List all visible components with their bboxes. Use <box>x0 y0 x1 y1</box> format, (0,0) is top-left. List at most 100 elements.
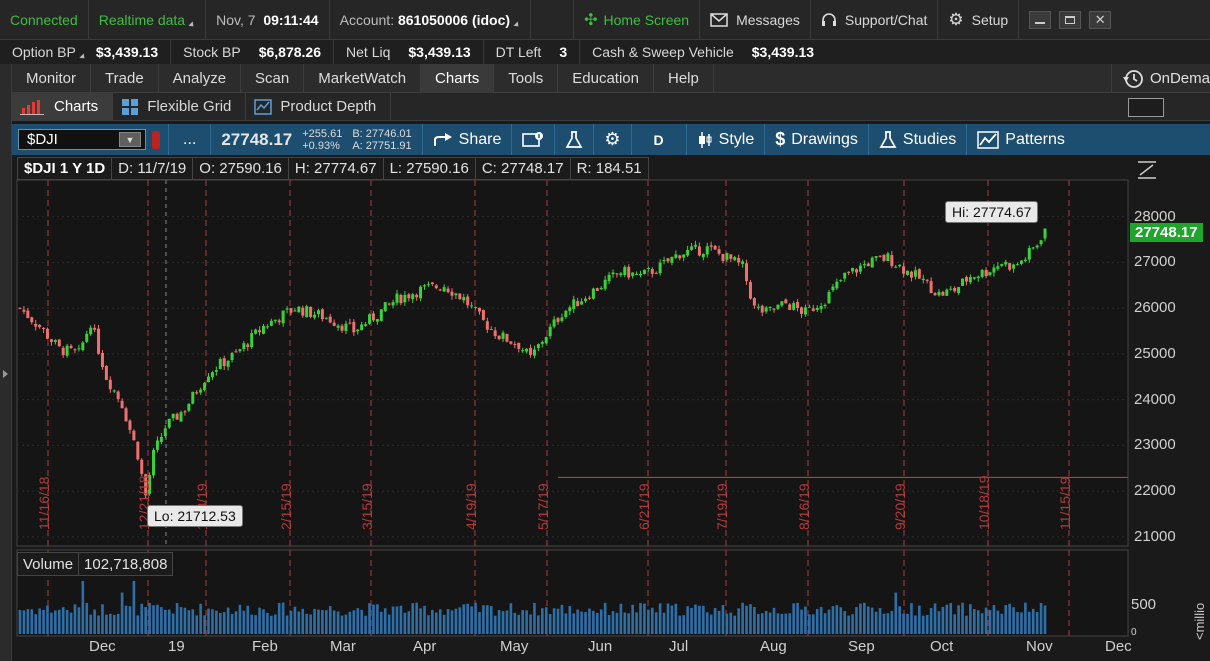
volume-bar <box>686 606 689 634</box>
patterns-button[interactable]: Patterns <box>967 124 1075 155</box>
studies-button[interactable]: Studies <box>869 124 968 155</box>
candle-body <box>548 326 552 337</box>
volume-bar <box>171 613 175 634</box>
net-change: +255.61 +0.93% <box>302 128 342 152</box>
close-icon[interactable]: ✕ <box>1089 10 1112 29</box>
tab-tools[interactable]: Tools <box>494 63 559 93</box>
home-screen-button[interactable]: ✣ Home Screen <box>573 0 701 40</box>
data-mode[interactable]: Realtime data <box>89 0 207 40</box>
candle-body <box>1008 263 1012 270</box>
volume-bar <box>902 613 905 634</box>
subtab-charts[interactable]: Charts <box>12 92 114 121</box>
volume-bar <box>156 604 159 634</box>
maximize-icon[interactable] <box>1059 10 1082 29</box>
info-button[interactable] <box>512 124 556 155</box>
support-chat-button[interactable]: Support/Chat <box>811 0 939 40</box>
volume-bar <box>450 610 454 634</box>
candle-body <box>886 253 890 262</box>
chart-settings-button[interactable]: ⚙ <box>594 124 632 155</box>
candle-body <box>866 263 870 267</box>
candle-body <box>811 308 815 311</box>
tab-analyze[interactable]: Analyze <box>159 63 242 93</box>
volume-bar <box>556 608 560 634</box>
volume-bar <box>906 613 909 634</box>
tab-charts[interactable]: Charts <box>421 63 495 93</box>
volume-bar <box>698 605 701 634</box>
last-price-badge: 27748.17 <box>1130 223 1203 242</box>
layout-selector[interactable] <box>1128 98 1164 117</box>
candle-body <box>631 272 635 276</box>
messages-button[interactable]: Messages <box>700 0 811 40</box>
volume-bar <box>843 611 847 634</box>
info-close: C: 27748.17 <box>476 158 571 179</box>
volume-bar <box>101 604 104 634</box>
symbol-dropdown-icon[interactable]: ▼ <box>119 132 141 147</box>
candle-body <box>258 330 262 333</box>
share-button[interactable]: Share <box>423 124 513 155</box>
tab-monitor[interactable]: Monitor <box>12 63 92 93</box>
subtab-product-depth[interactable]: Product Depth <box>246 92 392 121</box>
option-bp-label: Option BP <box>12 44 76 60</box>
volume-bar <box>607 614 611 634</box>
tab-scan[interactable]: Scan <box>241 63 305 93</box>
volume-bar <box>124 605 128 634</box>
change-pct: +0.93% <box>302 139 340 152</box>
candle-body <box>902 266 906 274</box>
symbol-link-icon[interactable] <box>152 130 160 149</box>
expiration-date-label: 11/16/18 <box>36 476 52 530</box>
volume-bar <box>1024 602 1027 634</box>
flask-button[interactable] <box>555 124 595 155</box>
volume-bar <box>22 610 26 634</box>
candle-body <box>874 256 878 258</box>
y-tick-label: 25000 <box>1134 344 1176 362</box>
autoscale-icon[interactable] <box>1136 160 1158 180</box>
ondemand-button[interactable]: OnDema <box>1110 64 1210 93</box>
minimize-icon[interactable] <box>1029 10 1052 29</box>
volume-bar <box>595 612 599 634</box>
volume-label[interactable]: Volume <box>18 553 80 575</box>
volume-bar <box>160 607 163 634</box>
tab-education[interactable]: Education <box>558 63 654 93</box>
candle-body <box>603 279 607 289</box>
account-selector[interactable]: Account: 861050006 (idoc) <box>330 0 532 40</box>
x-month-label: Mar <box>330 638 356 655</box>
subtab-flexible-grid[interactable]: Flexible Grid <box>113 92 247 121</box>
candle-body <box>898 264 902 267</box>
volume-bar <box>580 611 583 634</box>
x-month-label: Sep <box>848 638 875 655</box>
candle-body <box>748 282 752 299</box>
setup-button[interactable]: ⚙ Setup <box>938 0 1020 40</box>
candle-body <box>454 293 458 296</box>
candle-body <box>26 310 30 318</box>
more-button[interactable]: ... <box>168 124 212 155</box>
volume-axis-tick: 500 <box>1131 596 1157 613</box>
change-value: +255.61 <box>302 127 343 140</box>
drawings-button[interactable]: $ Drawings <box>765 124 869 155</box>
candle-body <box>509 341 513 344</box>
aggregation-button[interactable]: D <box>632 124 687 155</box>
volume-bar <box>497 610 501 634</box>
tab-trade[interactable]: Trade <box>91 63 159 93</box>
candle-body <box>1035 245 1039 248</box>
volume-bar <box>1012 607 1015 634</box>
left-collapse-rail[interactable] <box>0 64 12 661</box>
candle-body <box>281 310 285 324</box>
volume-bar <box>454 608 458 634</box>
envelope-icon <box>710 12 728 27</box>
chart-title[interactable]: $DJI 1 Y 1D <box>18 158 113 179</box>
candle-body <box>403 294 407 303</box>
expand-arrow-icon[interactable] <box>3 370 8 378</box>
symbol-input[interactable]: $DJI ▼ <box>18 129 146 150</box>
tab-help[interactable]: Help <box>654 63 714 93</box>
volume-bar <box>945 604 949 634</box>
candle-body <box>847 271 851 273</box>
expiration-date-label: 2/15/19 <box>278 483 294 530</box>
tab-marketwatch[interactable]: MarketWatch <box>304 63 422 93</box>
volume-bar <box>415 602 418 634</box>
volume-bar <box>246 605 250 634</box>
option-bp[interactable]: Option BP $3,439.13 <box>0 40 172 64</box>
candle-body <box>222 358 226 367</box>
volume-bar <box>116 613 120 634</box>
style-button[interactable]: Style <box>687 124 766 155</box>
